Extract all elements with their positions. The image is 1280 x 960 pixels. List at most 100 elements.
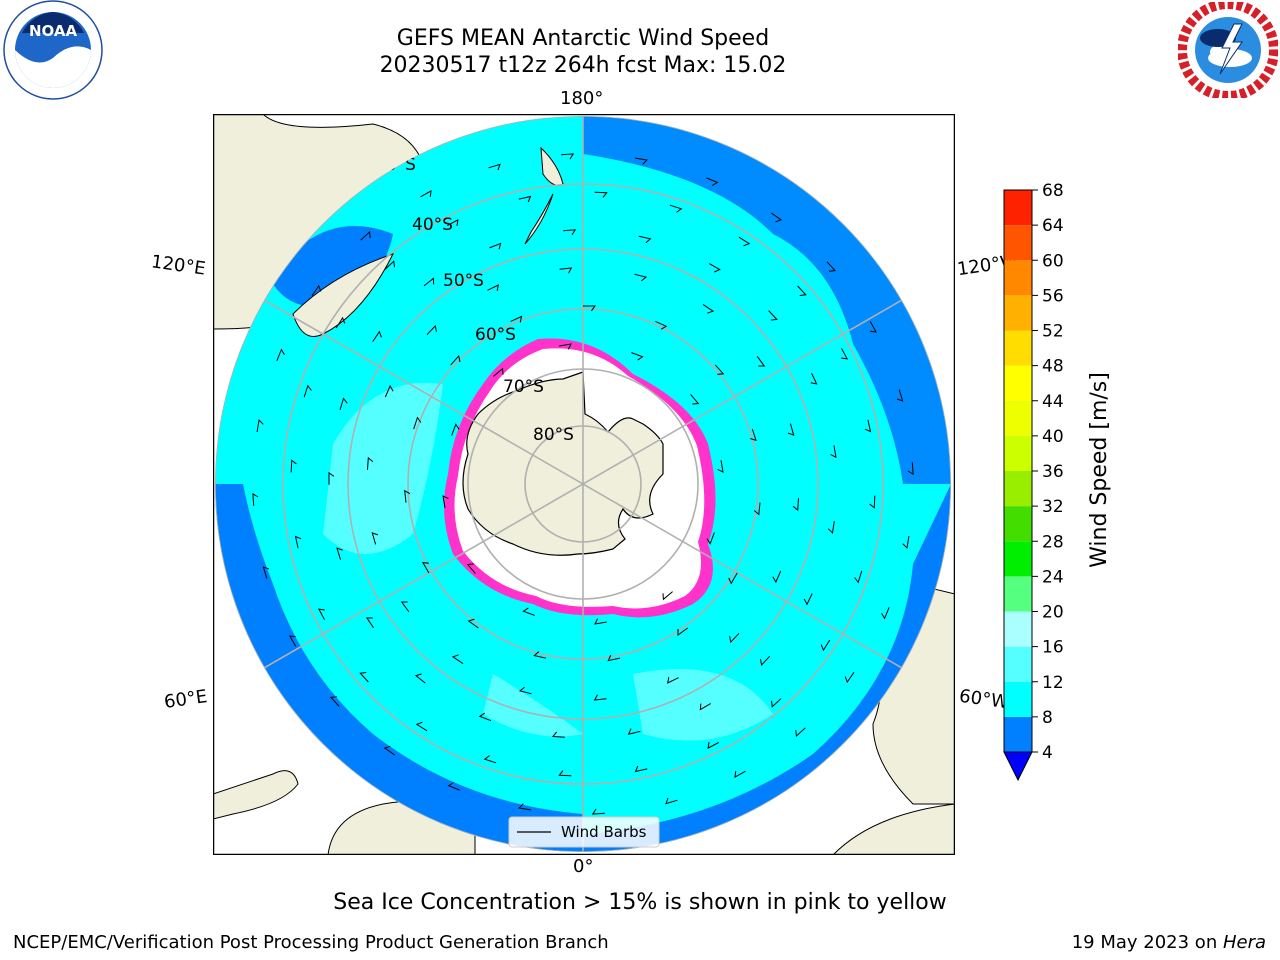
wind-barb [594,618,607,625]
wind-barb [690,394,700,405]
wind-barb [336,547,343,560]
wind-barb [714,364,725,375]
wind-barb [426,324,437,335]
wind-barb [447,782,460,791]
lat-label-50: 50°S [443,271,484,291]
wind-barb [896,389,904,402]
footer-date: 19 May 2023 on Hera [1072,932,1266,953]
lon-label-0: 0° [573,856,594,877]
colorbar-label: Wind Speed [m/s] [1087,372,1112,568]
wind-barb [771,698,782,708]
noaa-logo: NOAA [3,0,103,100]
wind-barb [558,770,572,777]
wind-barb [276,348,285,361]
colorbar-under-arrow [1003,751,1033,782]
wind-barb [423,277,435,287]
colorbar-swatch [1004,506,1032,542]
colorbar-tick-label: 48 [1042,357,1064,377]
wind-barb [854,570,863,584]
wind-barb [635,157,648,165]
colorbar-tick-label: 24 [1042,567,1064,587]
wind-barb [756,356,766,367]
wind-barb [768,310,778,321]
wind-barb [841,348,849,360]
wind-barb [404,489,411,503]
wind-barb [759,655,771,667]
wind-barb [420,189,432,198]
chart-title: GEFS MEAN Antarctic Wind Speed [396,26,770,51]
wind-barb [329,696,340,707]
wind-barb [328,471,335,485]
colorbar-swatch [1004,646,1032,682]
wind-barb [290,459,297,473]
wind-barb [518,686,532,695]
colorbar-tick-label: 8 [1042,708,1053,728]
wind-barb [447,218,459,226]
wind-barb [533,651,547,659]
wind-barb [450,354,461,366]
colorbar-swatch [1004,295,1032,331]
wind-barb [383,745,395,756]
wind-barb [881,607,890,620]
colorbar-tick-label: 68 [1042,181,1064,201]
wind-barb [488,163,501,171]
wind-barb [627,728,641,735]
wind-barb [607,654,621,662]
lon-label-180: 180° [560,88,604,109]
footer-credit: NCEP/EMC/Verification Post Processing Pr… [13,932,609,953]
wind-barb [466,563,476,574]
wind-barb [864,419,872,433]
wind-barb [262,566,270,579]
colorbar-swatch [1004,541,1032,577]
wind-barb [413,416,422,430]
wind-barb [591,808,605,815]
wind-barb [844,672,855,684]
wind-barb [518,803,531,811]
colorbar-tick-label: 52 [1042,322,1064,342]
lat-label-60: 60°S [475,325,516,345]
wind-barb [753,502,761,516]
wind-barb [561,153,575,160]
wind-barb [869,321,878,333]
wind-barb [795,727,806,738]
wind-barb [827,521,835,534]
lon-label-120e: 120°E [149,251,207,280]
wind-barb [493,367,504,377]
colorbar-tick-label: 16 [1042,638,1064,658]
wind-barb [634,273,648,282]
wind-barb [551,731,565,738]
wind-barb [563,229,577,236]
wind-barb [367,456,374,470]
wind-barb [707,742,719,750]
colorbar-swatches [1003,189,1033,782]
wind-barb [372,330,382,342]
wind-barb [288,635,297,647]
colorbar-tick-label: 44 [1042,392,1064,412]
colorbar-tick-label: 20 [1042,603,1064,623]
wind-barb [522,607,535,616]
wind-barb [738,236,751,247]
wind-barb [810,372,818,385]
wind-barb [902,536,910,549]
wind-barb [792,498,799,512]
colorbar-tick-label: 56 [1042,286,1064,306]
wind-barb [662,591,673,601]
wind-barb [667,677,679,684]
wind-barb [317,608,325,620]
wind-barb [487,284,499,291]
wind-barb [728,572,738,585]
wind-barb [442,495,449,508]
colorbar-swatch [1004,435,1032,471]
colorbar-tick-label: 40 [1042,427,1064,447]
footer-date-text: 19 May 2023 on [1071,932,1223,953]
wind-barb [717,460,724,473]
chart-subtitle: 20230517 t12z 264h fcst Max: 15.02 [379,53,787,78]
wind-barb [787,423,795,436]
wind-barb [359,672,369,683]
lon-label-60e: 60°E [162,686,209,713]
wind-barb [709,263,721,273]
wind-barb [699,703,711,711]
wind-barb [303,384,312,398]
